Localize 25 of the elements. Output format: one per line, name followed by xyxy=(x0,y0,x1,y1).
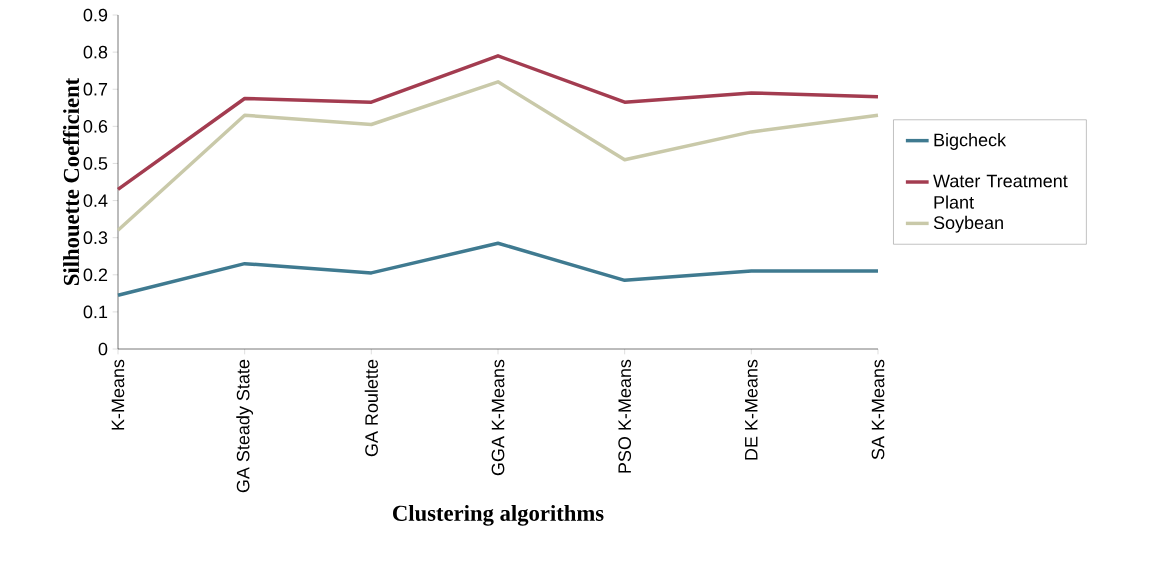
x-tick-label: PSO K-Means xyxy=(618,359,632,473)
y-tick-label: 0 xyxy=(98,342,108,356)
x-tick-label: GGA K-Means xyxy=(491,359,505,476)
y-tick-label: 0.5 xyxy=(83,157,108,170)
x-tick-label: GA Roulette xyxy=(364,359,378,457)
y-tick-label: 0.3 xyxy=(83,231,108,245)
x-axis-title: Clustering algorithms xyxy=(393,504,604,526)
y-tick-label: 0.2 xyxy=(83,268,108,282)
y-tick-label: 0.1 xyxy=(83,305,108,319)
line-series xyxy=(116,241,880,297)
x-tick-label: SA K-Means xyxy=(871,359,885,460)
legend-label: Bigcheck xyxy=(934,133,1007,150)
y-tick-label: 0.9 xyxy=(83,8,108,22)
line-series xyxy=(116,54,880,192)
y-tick-label: 0.7 xyxy=(83,82,108,96)
x-tick-label: K-Means xyxy=(111,359,125,430)
line-series xyxy=(116,80,880,232)
legend-label: Soybean xyxy=(933,215,1003,233)
x-tick-label: GA Steady State xyxy=(236,359,254,493)
y-axis-title: Silhouette Coefficient xyxy=(62,77,80,285)
y-tick-label: 0.8 xyxy=(83,45,108,59)
y-tick-label: 0.6 xyxy=(83,119,108,133)
legend-label: Water Treatment Plant xyxy=(933,174,1068,209)
x-tick-label: DE K-Means xyxy=(745,359,758,460)
y-tick-label: 0.4 xyxy=(83,194,108,207)
